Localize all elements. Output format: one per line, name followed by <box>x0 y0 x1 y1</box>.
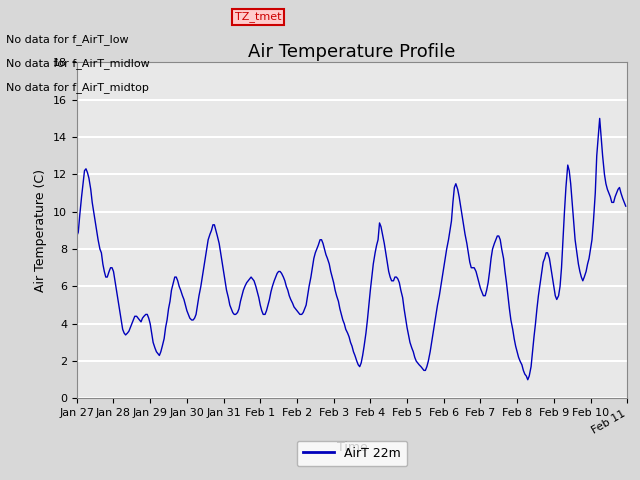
Text: TZ_tmet: TZ_tmet <box>235 12 282 22</box>
Text: No data for f_AirT_midlow: No data for f_AirT_midlow <box>6 58 150 69</box>
Y-axis label: Air Temperature (C): Air Temperature (C) <box>35 169 47 292</box>
X-axis label: Time: Time <box>337 441 367 454</box>
Title: Air Temperature Profile: Air Temperature Profile <box>248 43 456 61</box>
Text: No data for f_AirT_low: No data for f_AirT_low <box>6 34 129 45</box>
Legend: AirT 22m: AirT 22m <box>297 441 407 466</box>
Text: No data for f_AirT_midtop: No data for f_AirT_midtop <box>6 82 149 93</box>
